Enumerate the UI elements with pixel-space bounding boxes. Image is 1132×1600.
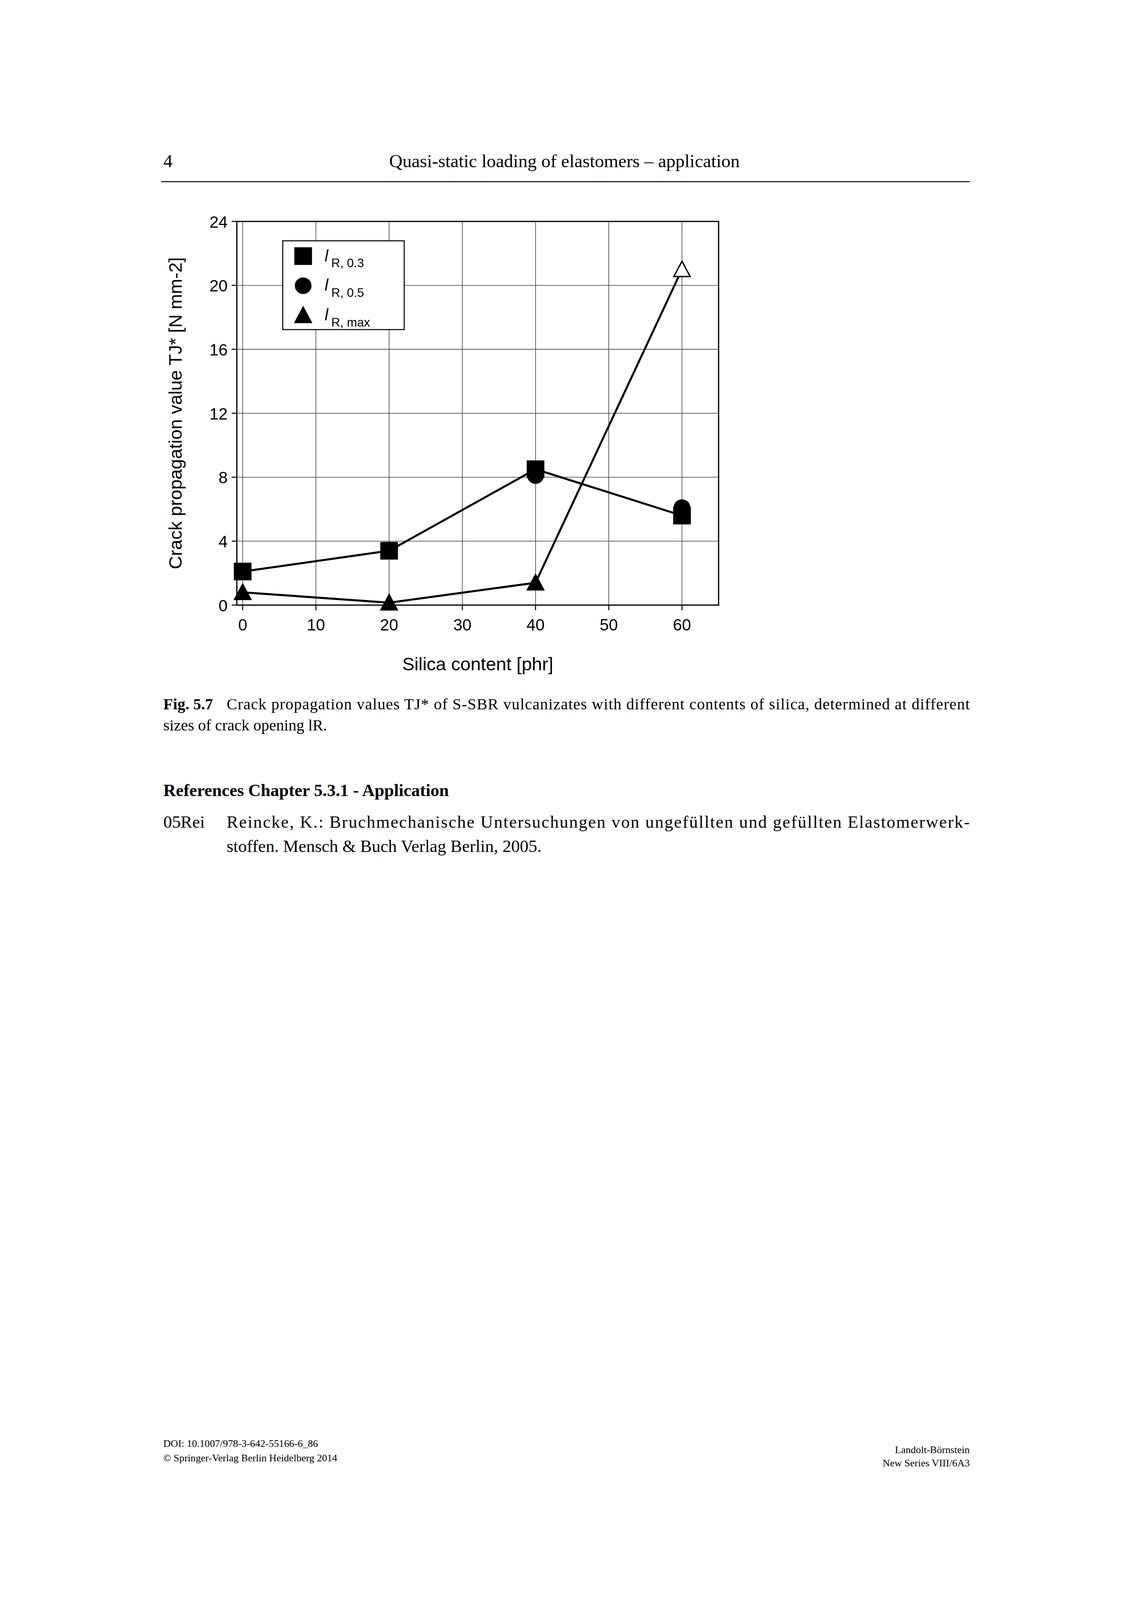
tick-label: 20 [209, 276, 228, 296]
tick-mark [231, 284, 237, 287]
y-axis-label: Crack propagation value TJ* [N mm-2] [164, 257, 186, 570]
tick-mark [461, 605, 464, 611]
footer-right: Landolt-Börnstein [894, 1444, 970, 1456]
chart: 0 10 20 30 40 50 60 0 4 8 12 16 20 24 Silica content [… [164, 212, 719, 675]
legend-label: lR, 0.5 [324, 275, 365, 300]
page: 4 Quasi-static loading of elastomers – ap… [0, 0, 1132, 1600]
tick-mark [608, 605, 610, 611]
data-area [234, 261, 691, 610]
tick-label: 4 [218, 532, 228, 551]
tick-label: 10 [306, 615, 325, 635]
background [0, 0, 1132, 1600]
data-point [380, 542, 398, 560]
caption-label: Fig. 5.7 [163, 695, 213, 714]
reference-line: Reincke, K.: Bruchmechanische Untersuchu… [226, 812, 970, 832]
header-rule [161, 181, 970, 183]
legend-label: lR, 0.3 [324, 246, 365, 271]
footer-left: DOI: 10.1007/978-3-642-55166-6_86 [163, 1438, 319, 1450]
tick-mark [242, 605, 244, 611]
reference-key: 05Rei [163, 812, 205, 832]
tick-mark [231, 604, 237, 607]
legend: lR, 0.3 lR, 0.5 lR, max [282, 240, 405, 330]
tick-label: 16 [209, 340, 228, 360]
legend-label: lR, max [324, 305, 371, 330]
tick-label: 40 [526, 615, 545, 635]
data-point [673, 261, 691, 277]
tick-label: 12 [209, 404, 228, 424]
tick-mark [534, 605, 537, 611]
tick-mark [231, 348, 237, 351]
data-point [673, 507, 691, 524]
data-point [380, 594, 398, 610]
x-axis-label: Silica content [phr] [402, 653, 554, 675]
grid-line [236, 413, 719, 414]
caption-line: sizes of crack opening lR. [163, 716, 328, 735]
legend-marker [295, 307, 312, 323]
tick-mark [231, 413, 237, 415]
grid-line [236, 540, 719, 542]
data-point [527, 574, 544, 591]
tick-mark [231, 221, 237, 223]
data-point [234, 563, 251, 580]
footer-right: New Series VIII/6A3 [882, 1457, 970, 1470]
series-line [242, 469, 682, 572]
tick-label: 0 [237, 615, 247, 635]
tick-label: 24 [209, 212, 228, 232]
tick-mark [231, 540, 237, 542]
reference-line: stoffen. Mensch & Buch Verlag Berlin, 20… [226, 836, 542, 857]
tick-label: 0 [218, 596, 228, 616]
tick-label: 60 [672, 615, 691, 635]
tick-label: 50 [599, 615, 618, 635]
running-head: Quasi-static loading of elastomers – app… [389, 150, 740, 172]
tick-mark [681, 605, 683, 611]
plot-frame [236, 221, 719, 606]
tick-mark [231, 476, 237, 478]
page-number: 4 [163, 150, 173, 172]
tick-label: 20 [380, 615, 399, 635]
tick-mark [315, 605, 317, 611]
legend-marker [295, 278, 311, 294]
data-point [234, 584, 251, 600]
grid-line [236, 348, 719, 350]
legend-marker [295, 248, 312, 265]
caption-line: Crack propagation values TJ* of S-SBR vu… [226, 695, 970, 714]
footer-left: © Springer-Verlag Berlin Heidelberg 2014 [163, 1452, 338, 1465]
series-line [242, 269, 682, 603]
references-heading: References Chapter 5.3.1 - Application [163, 780, 449, 801]
legend-box [282, 240, 405, 330]
tick-label: 8 [218, 468, 228, 487]
data-point [527, 461, 544, 478]
grid-line [236, 477, 719, 478]
tick-label: 30 [453, 615, 472, 635]
